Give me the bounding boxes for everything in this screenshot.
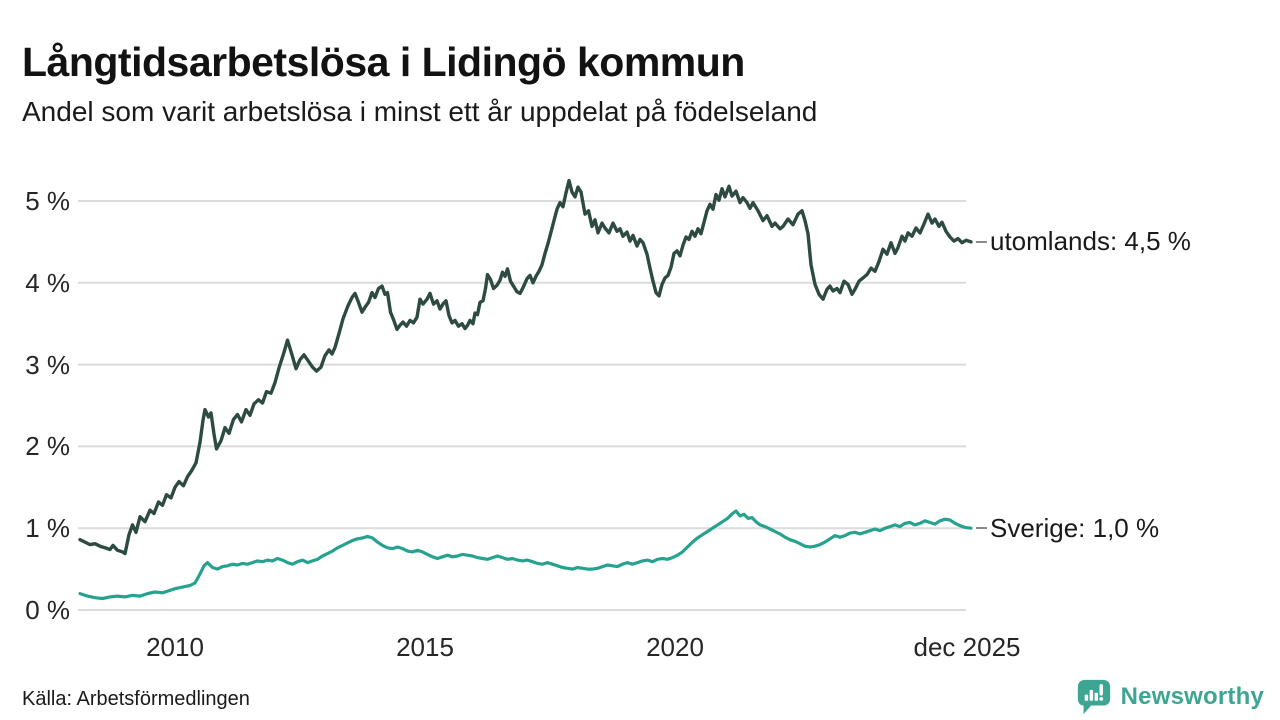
label-leader-dash	[976, 527, 987, 530]
series-line-sverige	[78, 509, 973, 601]
label-leader-dash	[976, 240, 987, 243]
x-tick-label: 2010	[146, 632, 204, 662]
y-tick-label: 5 %	[25, 186, 70, 216]
y-tick-label: 3 %	[25, 349, 70, 380]
x-tick-label: dec 2025	[913, 632, 1021, 662]
newsworthy-logo-text: Newsworthy	[1120, 683, 1264, 710]
y-tick-label: 1 %	[25, 513, 70, 544]
source-note: Källa: Arbetsförmedlingen	[22, 688, 250, 710]
series-line-utomlands	[78, 178, 973, 556]
series-label-sverige-text: Sverige: 1,0 %	[990, 512, 1160, 543]
series-label-utomlands-text: utomlands: 4,5 %	[990, 226, 1191, 257]
bar-chart-bubble-icon	[1077, 679, 1110, 715]
page-title: Långtidsarbetslösa i Lidingö kommun	[22, 39, 745, 86]
y-tick-label: 2 %	[25, 431, 70, 462]
newsworthy-logo: Newsworthy	[1075, 676, 1264, 718]
x-tick-label: 2015	[396, 632, 454, 662]
series-label-utomlands: utomlands: 4,5 %	[976, 226, 1191, 258]
y-tick-label: 4 %	[25, 267, 70, 298]
y-tick-label: 0 %	[25, 595, 70, 625]
x-tick-label: 2020	[646, 632, 704, 662]
series-label-sverige: Sverige: 1,0 %	[976, 512, 1159, 544]
chart-subtitle: Andel som varit arbetslösa i minst ett å…	[22, 96, 818, 127]
